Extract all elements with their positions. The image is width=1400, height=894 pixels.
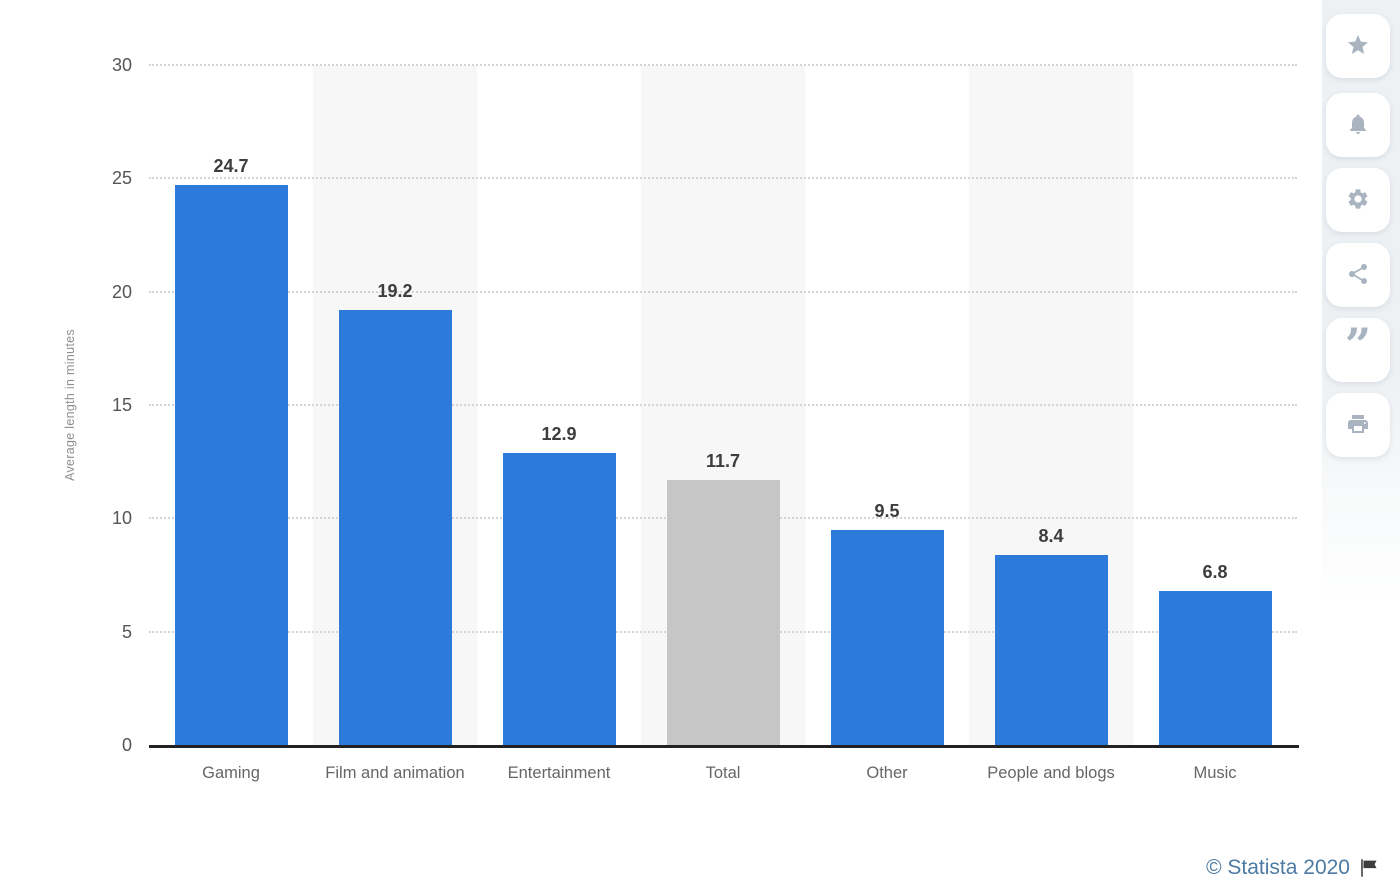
x-category-label: Entertainment xyxy=(507,764,611,782)
x-category-label: Gaming xyxy=(202,764,260,782)
y-tick-label: 5 xyxy=(121,621,132,642)
statista-credit-link[interactable]: © Statista 2020 xyxy=(1206,856,1380,880)
bar-value-label: 12.9 xyxy=(541,423,577,444)
statista-credit-text: © Statista 2020 xyxy=(1206,856,1350,879)
quote-icon: ” xyxy=(1344,318,1372,372)
share-icon xyxy=(1346,262,1370,289)
alerts-button[interactable] xyxy=(1326,93,1390,157)
bar-value-label: 8.4 xyxy=(1038,525,1064,546)
bar-value-label: 24.7 xyxy=(213,156,249,177)
y-tick-label: 10 xyxy=(111,508,132,529)
y-tick-label: 20 xyxy=(111,281,132,302)
y-tick-label: 15 xyxy=(111,395,132,415)
cite-button[interactable]: ” xyxy=(1326,318,1390,382)
bar xyxy=(502,452,616,745)
x-axis-line xyxy=(149,745,1299,748)
bar-value-label: 9.5 xyxy=(874,500,900,521)
favorite-button[interactable] xyxy=(1326,14,1390,78)
share-button[interactable] xyxy=(1326,243,1390,307)
x-category-label: People and blogs xyxy=(987,764,1115,782)
bar xyxy=(666,479,780,745)
bar xyxy=(994,554,1108,745)
bar xyxy=(174,185,288,745)
gridline xyxy=(149,290,1297,293)
y-tick-label: 25 xyxy=(111,168,132,189)
y-tick-label: 30 xyxy=(111,55,132,75)
gridline xyxy=(149,404,1297,406)
x-category-label: Total xyxy=(705,764,741,782)
bell-icon xyxy=(1346,112,1370,139)
bar xyxy=(830,529,944,745)
bar-value-label: 6.8 xyxy=(1202,561,1228,582)
bar-value-label: 19.2 xyxy=(377,280,413,301)
x-category-label: Film and animation xyxy=(325,764,465,782)
gear-icon xyxy=(1346,187,1370,214)
bar-value-label: 11.7 xyxy=(705,450,741,471)
print-button[interactable] xyxy=(1326,393,1390,457)
bar xyxy=(1158,590,1272,745)
x-category-label: Other xyxy=(866,764,908,782)
y-tick-label: 0 xyxy=(121,735,132,755)
gridline xyxy=(149,177,1297,180)
star-icon xyxy=(1346,33,1370,60)
flag-icon xyxy=(1358,857,1380,879)
gridline xyxy=(149,64,1297,66)
widget-toolbar-rail: ” xyxy=(1322,0,1400,894)
x-category-label: Music xyxy=(1193,764,1237,782)
settings-button[interactable] xyxy=(1326,168,1390,232)
print-icon xyxy=(1346,412,1370,439)
bar xyxy=(338,309,452,745)
